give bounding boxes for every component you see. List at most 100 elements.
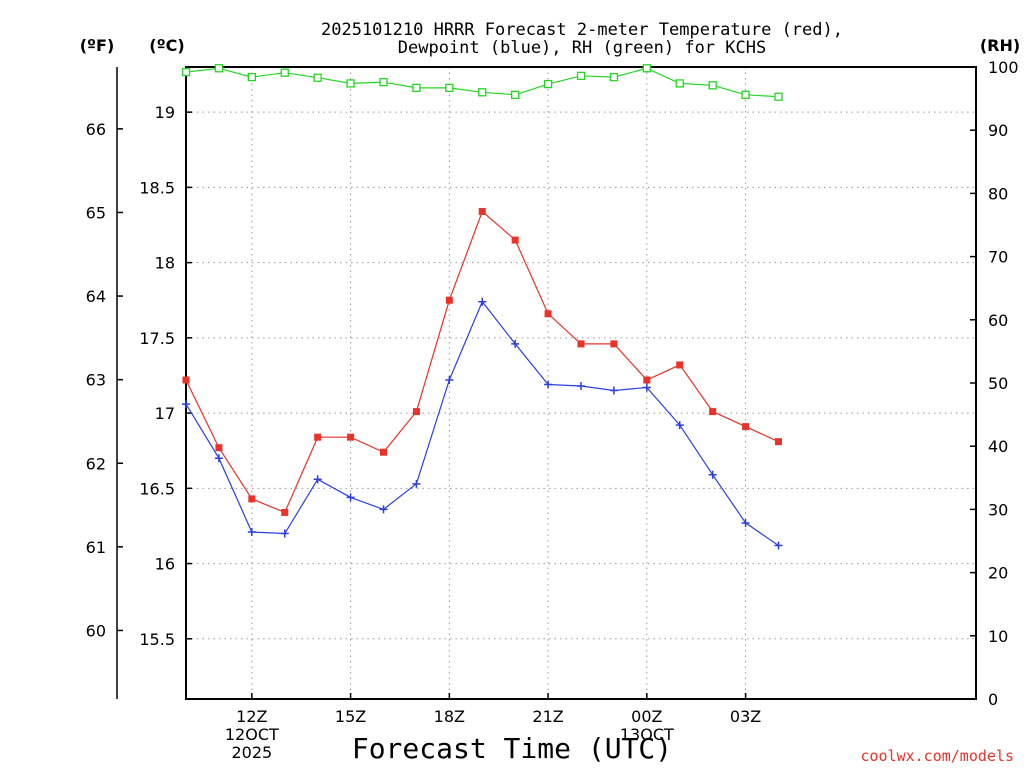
x-tick-label: 21Z	[532, 707, 563, 726]
chart-title-line-2: Dewpoint (blue), RH (green) for KCHS	[398, 38, 766, 58]
dewpoint-point	[445, 375, 454, 384]
dewpoint-point	[577, 382, 585, 391]
rh-unit-label: (RH)	[980, 36, 1020, 55]
dewpoint-point	[313, 475, 322, 484]
rh-point	[181, 67, 191, 77]
temperature-point	[445, 296, 453, 304]
series-temperature	[182, 207, 782, 516]
dewpoint-point	[642, 383, 651, 392]
rh-point	[609, 72, 619, 82]
temperature-point	[412, 408, 420, 416]
dewpoint-point	[214, 454, 223, 463]
dewpoint-point	[280, 529, 289, 538]
dewpoint-point	[379, 505, 388, 514]
temperature-point	[676, 361, 684, 369]
x-tick-label: 13OCT	[620, 725, 674, 744]
x-tick-label: 2025	[231, 743, 272, 762]
dewpoint-point	[182, 400, 190, 409]
dewpoint-point	[412, 479, 421, 488]
dewpoint-point	[544, 380, 553, 389]
temperature-point	[281, 508, 289, 516]
celsius-tick-label: 15.5	[139, 630, 175, 649]
chart-title-line-1: 2025101210 HRRR Forecast 2-meter Tempera…	[321, 20, 843, 40]
celsius-unit-label: (ºC)	[149, 36, 184, 55]
series-dewpoint	[182, 297, 783, 550]
x-axis-label: Forecast Time (UTC)	[352, 732, 672, 765]
dewpoint-point	[675, 421, 684, 430]
temperature-point	[775, 438, 782, 446]
temperature-point	[577, 340, 585, 348]
rh-point	[379, 78, 388, 87]
rh-tick-label: 30	[988, 500, 1008, 519]
rh-tick-label: 0	[988, 690, 998, 709]
rh-point	[511, 90, 520, 99]
fahrenheit-tick-label: 64	[86, 287, 106, 306]
rh-point	[313, 73, 322, 82]
temperature-point	[182, 376, 190, 384]
temperature-point	[511, 236, 519, 244]
fahrenheit-tick-label: 60	[86, 621, 106, 640]
fahrenheit-tick-label: 63	[86, 371, 106, 390]
x-tick-label: 18Z	[434, 707, 465, 726]
x-tick-label: 12Z	[236, 707, 267, 726]
x-tick-label: 12OCT	[225, 725, 279, 744]
dewpoint-point	[774, 541, 783, 550]
rh-tick-label: 10	[988, 627, 1008, 646]
credit-text: coolwx.com/models	[860, 747, 1014, 765]
temperature-point	[380, 448, 387, 456]
rh-tick-label: 60	[988, 311, 1008, 330]
dewpoint-point	[609, 386, 618, 395]
temperature-point	[709, 408, 717, 416]
temperature-point	[347, 433, 355, 441]
fahrenheit-tick-label: 66	[86, 120, 106, 139]
rh-point	[247, 72, 256, 82]
rh-point	[576, 71, 586, 80]
rh-point	[478, 88, 487, 97]
fahrenheit-tick-label: 62	[86, 454, 106, 473]
rh-tick-label: 40	[988, 437, 1008, 456]
rh-tick-label: 20	[988, 564, 1008, 583]
dewpoint-point	[511, 339, 520, 348]
rh-point	[741, 90, 750, 99]
temperature-point	[544, 310, 552, 318]
temperature-line	[185, 210, 779, 514]
x-tick-label: 00Z	[631, 707, 662, 726]
rh-point	[642, 64, 651, 73]
rh-point	[214, 64, 224, 73]
celsius-tick-label: 16	[155, 555, 175, 574]
celsius-tick-label: 17	[155, 404, 175, 423]
dewpoint-point	[346, 493, 355, 502]
tick-labels: 15.5 16 16.5 17 17.5 18 18.5 19 60 61 62 63 64 65 66 0 1…	[86, 58, 1019, 762]
temperature-point	[314, 433, 322, 441]
rh-point	[708, 81, 717, 90]
rh-tick-label: 70	[988, 248, 1008, 267]
rh-tick-label: 50	[988, 374, 1008, 393]
temperature-point	[248, 495, 256, 503]
celsius-tick-label: 18	[155, 254, 175, 273]
rh-point	[675, 79, 684, 88]
temperature-point	[742, 423, 750, 431]
grid	[186, 67, 976, 699]
x-tick-label: 15Z	[335, 707, 366, 726]
fahrenheit-tick-label: 65	[86, 203, 106, 222]
dewpoint-point	[247, 527, 256, 536]
fahrenheit-tick-label: 61	[86, 538, 106, 557]
rh-tick-label: 100	[988, 58, 1019, 77]
celsius-tick-label: 16.5	[139, 479, 175, 498]
temperature-point	[215, 444, 223, 452]
rh-point	[774, 92, 783, 101]
temperature-point	[478, 207, 486, 215]
data-series	[181, 64, 783, 550]
rh-point	[445, 83, 454, 93]
celsius-tick-label: 19	[155, 103, 175, 122]
rh-tick-label: 90	[988, 121, 1008, 140]
rh-tick-label: 80	[988, 184, 1008, 203]
rh-point	[280, 68, 289, 77]
rh-point	[543, 79, 553, 89]
dewpoint-point	[708, 470, 717, 479]
series-rh	[181, 64, 783, 101]
dewpoint-point	[741, 518, 750, 527]
x-tick-label: 03Z	[730, 707, 761, 726]
temperature-point	[643, 376, 651, 384]
